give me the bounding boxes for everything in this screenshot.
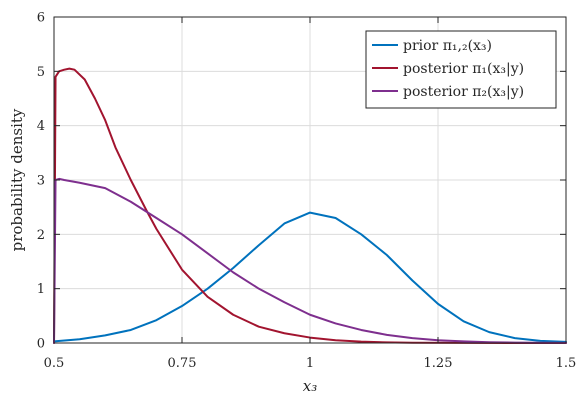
y-tick-label: 1 bbox=[37, 282, 45, 297]
y-tick-label: 4 bbox=[37, 119, 45, 134]
y-tick-label: 3 bbox=[37, 174, 45, 189]
legend-label-1: prior π₁,₂(x₃) bbox=[403, 38, 492, 54]
legend-box bbox=[365, 30, 557, 109]
y-tick-label: 5 bbox=[37, 65, 45, 80]
y-tick-label: 0 bbox=[37, 337, 45, 352]
ticks bbox=[53, 16, 567, 344]
x-tick-label: 0.5 bbox=[44, 356, 65, 371]
legend-label-2: posterior π₁(x₃|y) bbox=[403, 61, 524, 77]
legend-label-3: posterior π₂(x₃|y) bbox=[403, 84, 524, 100]
y-axis-label: probability density bbox=[8, 108, 26, 251]
x-axis-label: x₃ bbox=[303, 377, 317, 395]
x-tick-label: 1 bbox=[306, 356, 314, 371]
series-layer bbox=[53, 67, 567, 344]
x-tick-label: 0.75 bbox=[168, 356, 197, 371]
series-line-3 bbox=[53, 177, 567, 344]
series-line-1 bbox=[53, 211, 567, 343]
x-tick-label: 1.25 bbox=[424, 356, 453, 371]
y-tick-label: 2 bbox=[37, 228, 45, 243]
x-tick-label: 1.5 bbox=[556, 356, 577, 371]
tick-labels: 0.5 0.75 1 1.25 1.5 0 1 2 3 4 5 6 bbox=[37, 11, 577, 372]
series-line-2 bbox=[53, 67, 567, 344]
legend: prior π₁,₂(x₃) posterior π₁(x₃|y) posterio… bbox=[365, 30, 557, 109]
y-tick-label: 6 bbox=[37, 11, 45, 26]
